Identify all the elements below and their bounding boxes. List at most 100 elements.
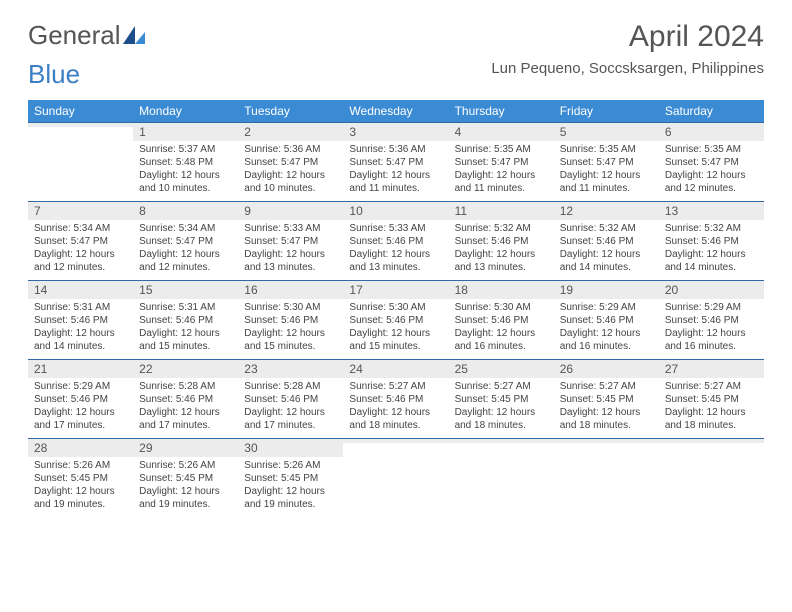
day-line: Daylight: 12 hours (560, 169, 653, 182)
day-line: Daylight: 12 hours (455, 169, 548, 182)
day-body: Sunrise: 5:33 AMSunset: 5:47 PMDaylight:… (238, 220, 343, 280)
day-body: Sunrise: 5:31 AMSunset: 5:46 PMDaylight:… (28, 299, 133, 359)
day-number: 19 (554, 280, 659, 299)
day-cell: 29Sunrise: 5:26 AMSunset: 5:45 PMDayligh… (133, 438, 238, 517)
day-line: Sunrise: 5:37 AM (139, 143, 232, 156)
day-body (28, 127, 133, 183)
day-cell: 25Sunrise: 5:27 AMSunset: 5:45 PMDayligh… (449, 359, 554, 438)
day-body: Sunrise: 5:36 AMSunset: 5:47 PMDaylight:… (238, 141, 343, 201)
day-number: 22 (133, 359, 238, 378)
day-line: Sunrise: 5:32 AM (455, 222, 548, 235)
day-cell: 28Sunrise: 5:26 AMSunset: 5:45 PMDayligh… (28, 438, 133, 517)
dayhead-sun: Sunday (28, 100, 133, 122)
day-line: Daylight: 12 hours (455, 406, 548, 419)
day-line: Sunrise: 5:36 AM (244, 143, 337, 156)
day-body (554, 443, 659, 499)
day-number: 14 (28, 280, 133, 299)
day-line: and 11 minutes. (560, 182, 653, 195)
day-cell (659, 438, 764, 517)
logo-text-1: General (28, 20, 121, 51)
week-row: 1Sunrise: 5:37 AMSunset: 5:48 PMDaylight… (28, 122, 764, 201)
day-line: Sunset: 5:47 PM (455, 156, 548, 169)
day-line: Sunset: 5:46 PM (455, 235, 548, 248)
day-line: and 19 minutes. (34, 498, 127, 511)
day-body: Sunrise: 5:26 AMSunset: 5:45 PMDaylight:… (238, 457, 343, 517)
dayhead-sat: Saturday (659, 100, 764, 122)
day-number: 12 (554, 201, 659, 220)
day-cell: 16Sunrise: 5:30 AMSunset: 5:46 PMDayligh… (238, 280, 343, 359)
day-body: Sunrise: 5:30 AMSunset: 5:46 PMDaylight:… (449, 299, 554, 359)
day-number: 23 (238, 359, 343, 378)
day-body: Sunrise: 5:29 AMSunset: 5:46 PMDaylight:… (554, 299, 659, 359)
day-body: Sunrise: 5:27 AMSunset: 5:45 PMDaylight:… (449, 378, 554, 438)
day-line: and 12 minutes. (665, 182, 758, 195)
day-cell: 4Sunrise: 5:35 AMSunset: 5:47 PMDaylight… (449, 122, 554, 201)
day-line: Daylight: 12 hours (349, 406, 442, 419)
day-line: and 12 minutes. (34, 261, 127, 274)
day-line: Daylight: 12 hours (34, 327, 127, 340)
day-line: and 17 minutes. (244, 419, 337, 432)
day-line: Sunset: 5:46 PM (349, 314, 442, 327)
day-line: Daylight: 12 hours (139, 406, 232, 419)
day-number: 18 (449, 280, 554, 299)
week-row: 28Sunrise: 5:26 AMSunset: 5:45 PMDayligh… (28, 438, 764, 517)
day-body (343, 443, 448, 499)
day-body: Sunrise: 5:26 AMSunset: 5:45 PMDaylight:… (133, 457, 238, 517)
day-line: Sunrise: 5:33 AM (244, 222, 337, 235)
day-cell: 10Sunrise: 5:33 AMSunset: 5:46 PMDayligh… (343, 201, 448, 280)
day-line: Daylight: 12 hours (244, 169, 337, 182)
day-line: Sunrise: 5:32 AM (560, 222, 653, 235)
day-line: Daylight: 12 hours (34, 485, 127, 498)
location-text: Lun Pequeno, Soccsksargen, Philippines (491, 60, 764, 77)
day-line: Sunset: 5:47 PM (34, 235, 127, 248)
day-body: Sunrise: 5:27 AMSunset: 5:46 PMDaylight:… (343, 378, 448, 438)
day-line: Daylight: 12 hours (244, 327, 337, 340)
day-line: Sunset: 5:46 PM (560, 235, 653, 248)
dayhead-fri: Friday (554, 100, 659, 122)
day-number: 11 (449, 201, 554, 220)
day-line: Daylight: 12 hours (665, 327, 758, 340)
day-body: Sunrise: 5:29 AMSunset: 5:46 PMDaylight:… (28, 378, 133, 438)
day-header-row: Sunday Monday Tuesday Wednesday Thursday… (28, 100, 764, 122)
day-number: 10 (343, 201, 448, 220)
day-line: and 10 minutes. (244, 182, 337, 195)
day-line: Sunset: 5:47 PM (139, 235, 232, 248)
day-cell: 5Sunrise: 5:35 AMSunset: 5:47 PMDaylight… (554, 122, 659, 201)
day-line: Sunrise: 5:35 AM (665, 143, 758, 156)
day-body (659, 443, 764, 499)
day-cell (554, 438, 659, 517)
dayhead-thu: Thursday (449, 100, 554, 122)
day-line: Sunrise: 5:30 AM (349, 301, 442, 314)
day-cell: 13Sunrise: 5:32 AMSunset: 5:46 PMDayligh… (659, 201, 764, 280)
dayhead-mon: Monday (133, 100, 238, 122)
day-line: and 10 minutes. (139, 182, 232, 195)
day-line: and 13 minutes. (349, 261, 442, 274)
day-line: Sunrise: 5:34 AM (139, 222, 232, 235)
day-line: Daylight: 12 hours (139, 327, 232, 340)
day-line: and 18 minutes. (349, 419, 442, 432)
day-line: Daylight: 12 hours (349, 169, 442, 182)
day-body: Sunrise: 5:37 AMSunset: 5:48 PMDaylight:… (133, 141, 238, 201)
day-line: and 17 minutes. (34, 419, 127, 432)
day-line: Sunset: 5:46 PM (139, 314, 232, 327)
day-line: Sunrise: 5:26 AM (244, 459, 337, 472)
day-cell: 15Sunrise: 5:31 AMSunset: 5:46 PMDayligh… (133, 280, 238, 359)
day-line: Daylight: 12 hours (139, 485, 232, 498)
day-number: 15 (133, 280, 238, 299)
day-line: Sunrise: 5:27 AM (349, 380, 442, 393)
day-line: Daylight: 12 hours (34, 406, 127, 419)
calendar-table: Sunday Monday Tuesday Wednesday Thursday… (28, 100, 764, 517)
day-line: and 11 minutes. (455, 182, 548, 195)
day-body: Sunrise: 5:26 AMSunset: 5:45 PMDaylight:… (28, 457, 133, 517)
day-line: Sunset: 5:45 PM (34, 472, 127, 485)
day-cell: 7Sunrise: 5:34 AMSunset: 5:47 PMDaylight… (28, 201, 133, 280)
day-line: Daylight: 12 hours (665, 406, 758, 419)
day-body: Sunrise: 5:36 AMSunset: 5:47 PMDaylight:… (343, 141, 448, 201)
day-line: Sunrise: 5:29 AM (34, 380, 127, 393)
day-line: Sunset: 5:46 PM (349, 235, 442, 248)
day-line: and 15 minutes. (139, 340, 232, 353)
day-body: Sunrise: 5:32 AMSunset: 5:46 PMDaylight:… (554, 220, 659, 280)
day-line: Daylight: 12 hours (455, 327, 548, 340)
dayhead-wed: Wednesday (343, 100, 448, 122)
day-body: Sunrise: 5:35 AMSunset: 5:47 PMDaylight:… (554, 141, 659, 201)
